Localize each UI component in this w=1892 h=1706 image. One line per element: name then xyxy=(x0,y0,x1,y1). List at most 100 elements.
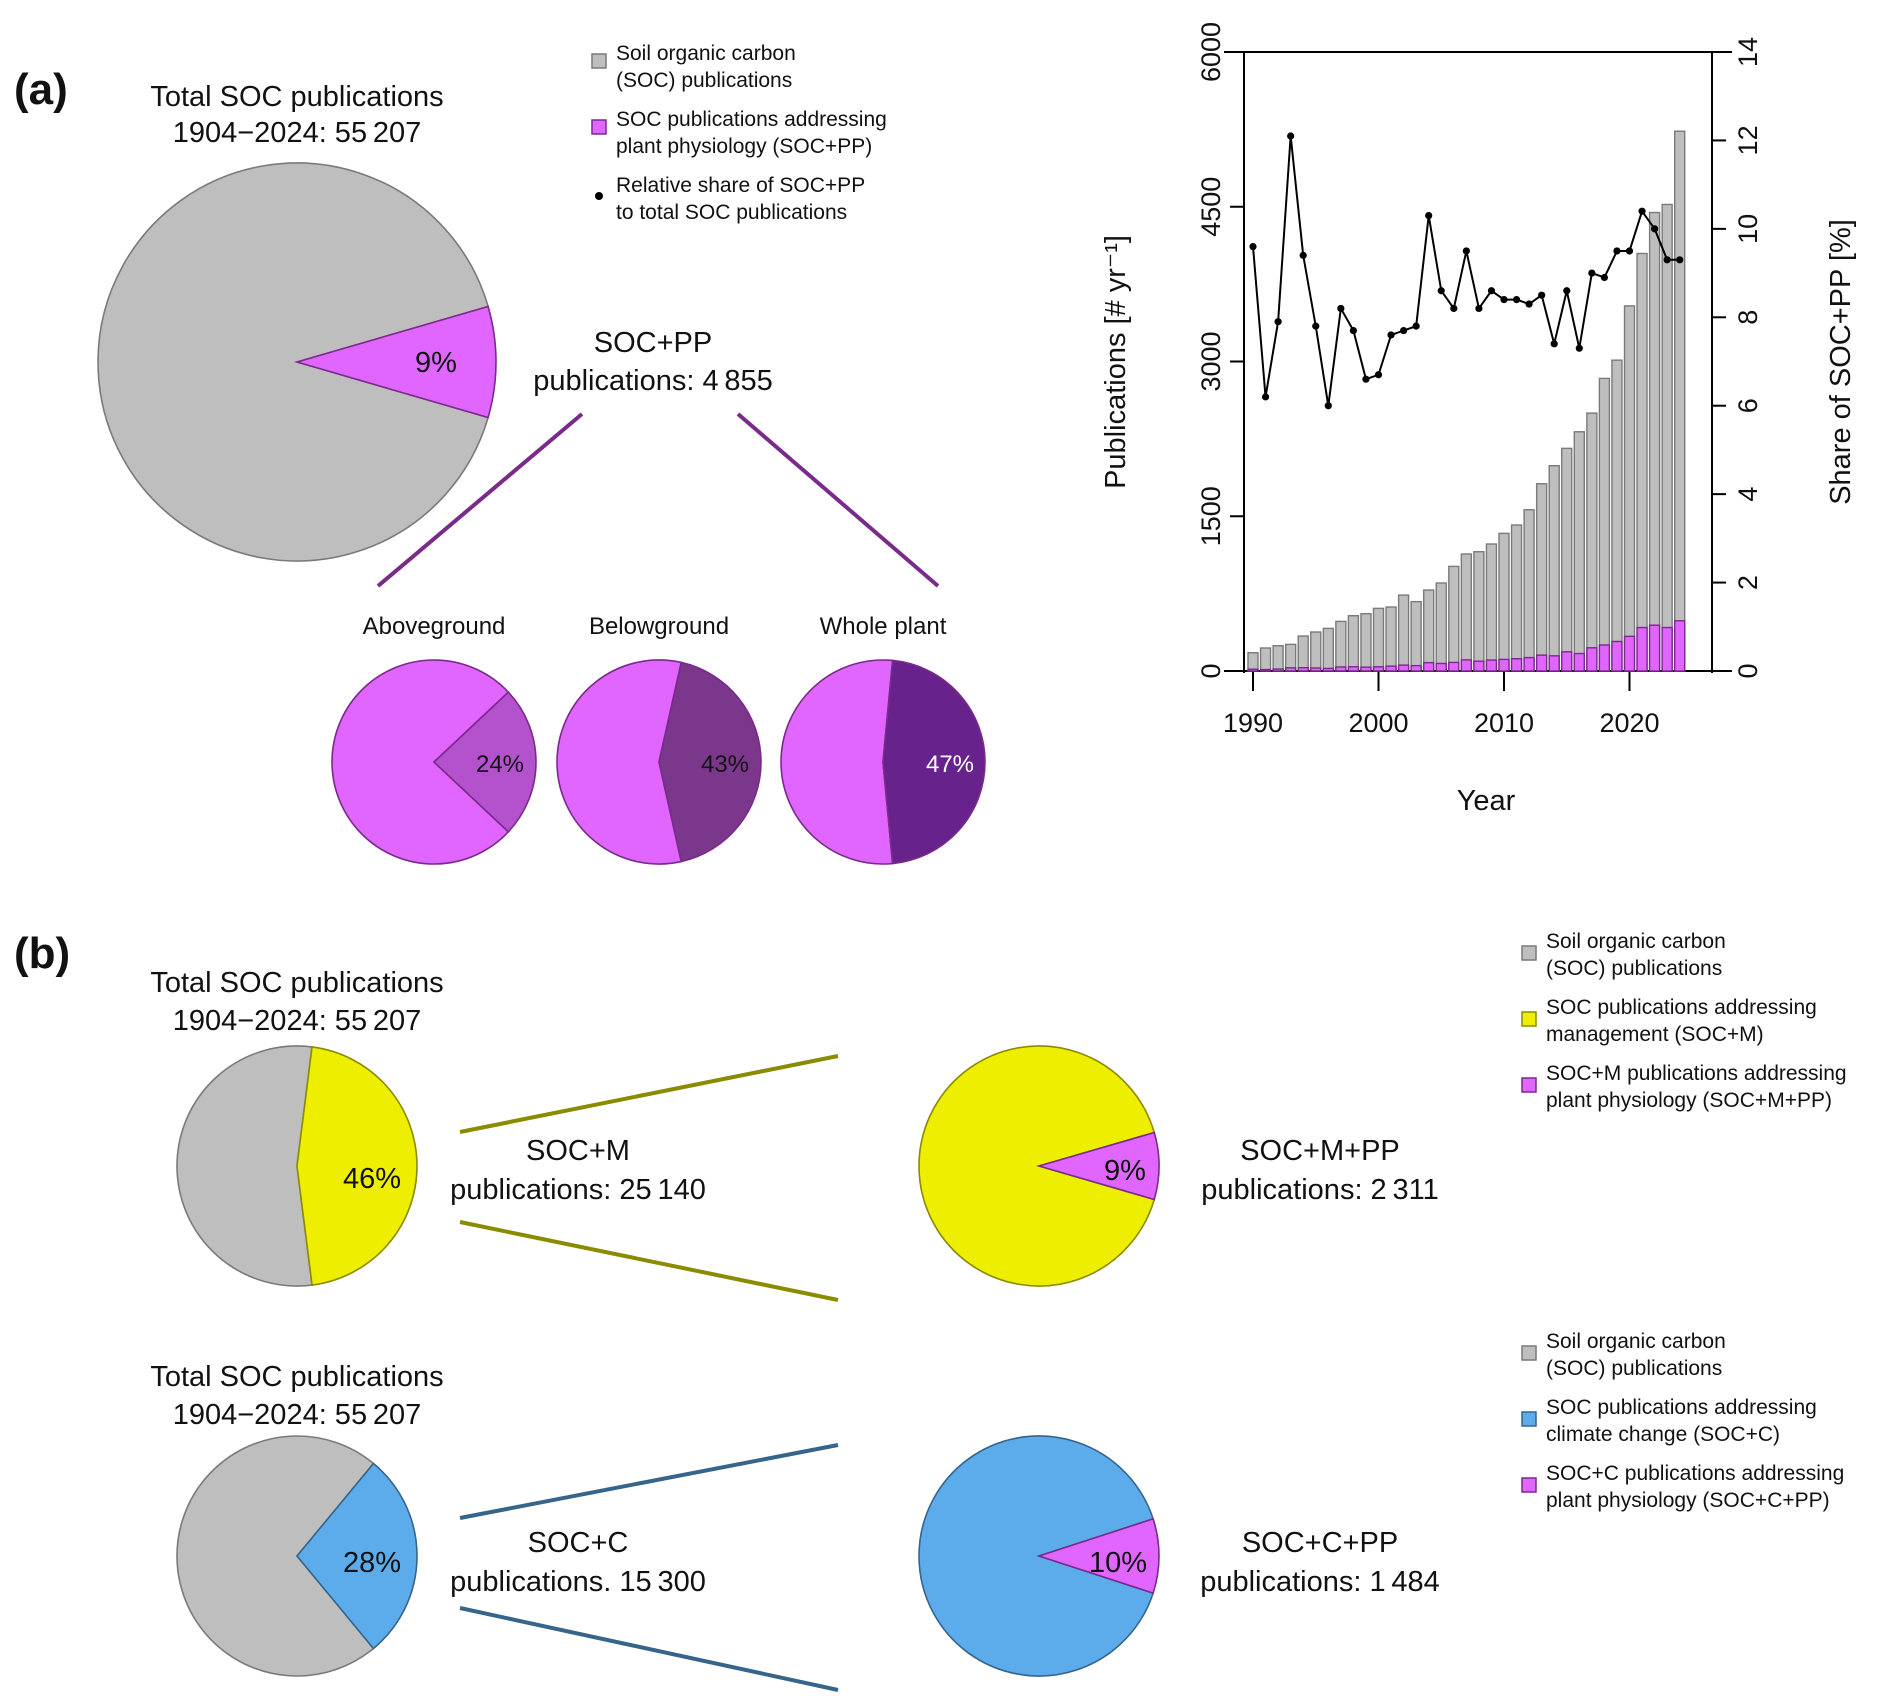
y-tick-label: 0 xyxy=(1196,663,1226,678)
bar-soc-2019 xyxy=(1611,359,1623,672)
share-point-2014 xyxy=(1550,340,1558,348)
total-pie-title-line1: Total SOC publications xyxy=(150,81,443,113)
pie-belowground-highlight-slice xyxy=(658,661,762,863)
bar-socpp-1990 xyxy=(1247,668,1259,672)
bar-soc-2015 xyxy=(1561,447,1573,672)
pie-belowground xyxy=(556,659,762,865)
pie-management-base-slice xyxy=(176,1045,313,1287)
socmpp-label-line1: SOC+M+PP xyxy=(1240,1135,1400,1167)
bar-soc-1998 xyxy=(1347,615,1360,672)
bar-soc-2006 xyxy=(1448,565,1460,672)
x-tick-label: 2010 xyxy=(1474,708,1534,738)
share-point-2001 xyxy=(1387,331,1395,339)
pie-climate-base-slice xyxy=(176,1435,375,1677)
share-point-2021 xyxy=(1638,207,1646,215)
bar-socpp-2022 xyxy=(1648,624,1661,672)
bar-soc-2008 xyxy=(1473,551,1485,672)
bar-socpp-2008 xyxy=(1473,660,1485,672)
y2-tick-label: 12 xyxy=(1733,125,1763,155)
bar-socpp-1992 xyxy=(1272,668,1284,672)
soccpp-label-line2: publications: 1 484 xyxy=(1200,1566,1440,1598)
magenta-square-icon xyxy=(1521,1077,1537,1093)
bar-socpp-2021 xyxy=(1636,626,1648,672)
share-point-2005 xyxy=(1437,287,1445,295)
legend-a-item-2-line1: SOC publications addressing xyxy=(616,108,887,131)
legend-a-item-2-line2b: plant physiology (SOC+PP) xyxy=(616,135,872,158)
share-point-2008 xyxy=(1475,304,1483,313)
bar-soc-1995 xyxy=(1310,631,1322,672)
share-point-2018 xyxy=(1600,273,1608,282)
bar-soc-2018 xyxy=(1598,377,1611,672)
bar-soc-2013 xyxy=(1535,483,1548,672)
share-point-2007 xyxy=(1462,247,1470,255)
pie-whole-plant-base-slice xyxy=(780,659,894,865)
bar-soc-2023 xyxy=(1661,203,1673,672)
bar-socpp-2011 xyxy=(1510,658,1523,672)
share-point-2016 xyxy=(1575,344,1583,352)
pie-aboveground-highlight-slice xyxy=(432,691,537,833)
bar-soc-2012 xyxy=(1523,509,1535,672)
bar-soc-2024 xyxy=(1673,130,1686,672)
x-axis-label: Year xyxy=(1457,785,1516,817)
pie-socm-highlight-slice xyxy=(1036,1131,1160,1201)
y-tick-label: 4500 xyxy=(1196,177,1226,237)
share-point-2000 xyxy=(1374,371,1383,379)
bar-soc-2001 xyxy=(1385,606,1397,672)
share-point-1995 xyxy=(1312,322,1320,330)
bar-socpp-2015 xyxy=(1561,651,1573,672)
gray-square-icon xyxy=(1521,1345,1537,1361)
socm-label-line1: SOC+M xyxy=(526,1135,630,1167)
share-point-2013 xyxy=(1538,291,1546,299)
legend-a-item-1-line2: (SOC) publications xyxy=(616,69,792,92)
bar-soc-2017 xyxy=(1586,412,1598,672)
bar-soc-1992 xyxy=(1272,645,1284,672)
bar-socpp-1994 xyxy=(1297,666,1309,672)
legend-a-item-3-line2: to total SOC publications xyxy=(616,201,847,224)
share-point-2019 xyxy=(1613,247,1621,255)
x-tick-label: 2020 xyxy=(1599,708,1659,738)
share-point-2022 xyxy=(1651,225,1659,233)
bar-socpp-2000 xyxy=(1372,666,1385,672)
bar-socpp-2013 xyxy=(1535,654,1548,672)
legend-c-item-2-line1: SOC publications addressing xyxy=(1546,1396,1817,1419)
legend-m-item-3-line1: SOC+M publications addressing xyxy=(1546,1062,1847,1085)
pie-socc xyxy=(918,1435,1160,1677)
bar-soc-1999 xyxy=(1360,613,1372,672)
bar-socpp-2009 xyxy=(1485,659,1498,672)
socc-label-line2: publications. 15 300 xyxy=(450,1566,706,1598)
share-point-2011 xyxy=(1512,296,1521,304)
share-point-2003 xyxy=(1412,322,1420,330)
bar-socpp-1999 xyxy=(1360,666,1372,672)
legend-a-item-3-line1: Relative share of SOC+PP xyxy=(616,174,865,197)
y2-tick-label: 0 xyxy=(1733,663,1763,678)
pie-total-soc-slice-label: 9% xyxy=(415,347,457,379)
connector-c-bottom xyxy=(459,1606,839,1692)
pie-aboveground xyxy=(331,659,537,865)
soccpp-label-line1: SOC+C+PP xyxy=(1242,1527,1398,1559)
y-tick-label: 1500 xyxy=(1196,486,1226,546)
bar-soc-2016 xyxy=(1573,431,1586,672)
y2-tick-label: 6 xyxy=(1733,398,1763,413)
legend-m-item-2-line1: SOC publications addressing xyxy=(1546,996,1817,1019)
share-point-1990 xyxy=(1249,242,1257,251)
bar-socpp-2019 xyxy=(1611,640,1623,672)
legend-m-item-2-line2: management (SOC+M) xyxy=(1546,1023,1764,1046)
bar-socpp-1995 xyxy=(1310,667,1322,672)
share-point-2015 xyxy=(1563,287,1571,295)
pie-total-soc-management xyxy=(176,1045,418,1287)
share-point-1992 xyxy=(1274,318,1282,326)
bar-soc-2020 xyxy=(1623,305,1636,672)
row1-total-title-line1: Total SOC publications xyxy=(150,967,443,999)
bar-socpp-1996 xyxy=(1322,667,1335,672)
blue-square-icon xyxy=(1521,1411,1537,1427)
socc-label-line1: SOC+C xyxy=(528,1527,629,1559)
pie-management-slice-label: 46% xyxy=(343,1163,401,1195)
share-point-2017 xyxy=(1588,269,1596,277)
y2-tick-label: 4 xyxy=(1733,487,1763,502)
pie-socc-slice-label: 10% xyxy=(1089,1547,1147,1579)
bar-socpp-1991 xyxy=(1259,668,1272,672)
legend-m-item-1-line2: (SOC) publications xyxy=(1546,957,1722,980)
legend-climate: Soil organic carbon (SOC) publications S… xyxy=(1521,1330,1844,1512)
bar-socpp-2002 xyxy=(1397,664,1410,672)
legend-panel-a: Soil organic carbon (SOC) publications S… xyxy=(591,42,887,224)
